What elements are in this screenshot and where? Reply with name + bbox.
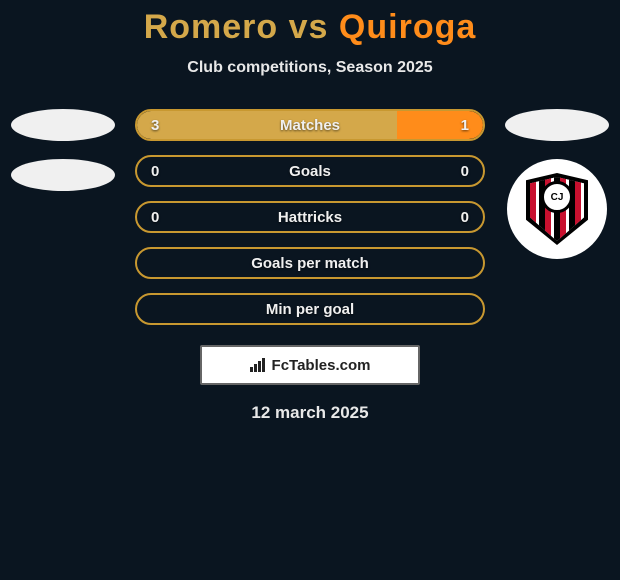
- date-text: 12 march 2025: [0, 403, 620, 423]
- club-monogram: CJ: [541, 181, 573, 213]
- stat-bars: 3 1 Matches 0 0 Goals 0 0 Hattricks Goals per mat…: [135, 109, 485, 325]
- bar-value-left: 0: [151, 163, 159, 180]
- stat-bar: Goals per match: [135, 247, 485, 279]
- player1-club-placeholder: [11, 159, 115, 191]
- bar-value-left: 3: [151, 117, 159, 134]
- stat-bar: Min per goal: [135, 293, 485, 325]
- brand-text: FcTables.com: [272, 357, 371, 374]
- bar-fill-right: [397, 111, 484, 139]
- brand-badge: FcTables.com: [200, 345, 420, 385]
- player2-avatar-area: CJ: [502, 109, 612, 259]
- page-title: Romero vs Quiroga: [0, 8, 620, 47]
- player1-name: Romero: [144, 8, 278, 46]
- bar-value-right: 0: [461, 209, 469, 226]
- chart-icon: [250, 358, 268, 372]
- stat-bar: 0 0 Hattricks: [135, 201, 485, 233]
- vs-text: vs: [289, 8, 329, 46]
- player2-club-badge: CJ: [507, 159, 607, 259]
- bar-label: Hattricks: [278, 209, 342, 226]
- player1-avatar-area: [8, 109, 118, 191]
- bar-label: Goals: [289, 163, 331, 180]
- stats-area: CJ 3 1 Matches 0 0 Goals 0 0 Hattricks Goals per …: [0, 109, 620, 325]
- bar-label: Min per goal: [266, 301, 354, 318]
- club-shield-icon: CJ: [526, 173, 588, 245]
- bar-label: Matches: [280, 117, 340, 134]
- stat-bar: 0 0 Goals: [135, 155, 485, 187]
- player1-photo-placeholder: [11, 109, 115, 141]
- bar-fill-left: [137, 111, 397, 139]
- infographic-container: Romero vs Quiroga Club competitions, Sea…: [0, 0, 620, 423]
- bar-value-right: 1: [461, 117, 469, 134]
- subtitle: Club competitions, Season 2025: [0, 59, 620, 77]
- player2-name: Quiroga: [339, 8, 476, 46]
- bar-value-left: 0: [151, 209, 159, 226]
- stat-bar: 3 1 Matches: [135, 109, 485, 141]
- bar-value-right: 0: [461, 163, 469, 180]
- player2-photo-placeholder: [505, 109, 609, 141]
- bar-label: Goals per match: [251, 255, 369, 272]
